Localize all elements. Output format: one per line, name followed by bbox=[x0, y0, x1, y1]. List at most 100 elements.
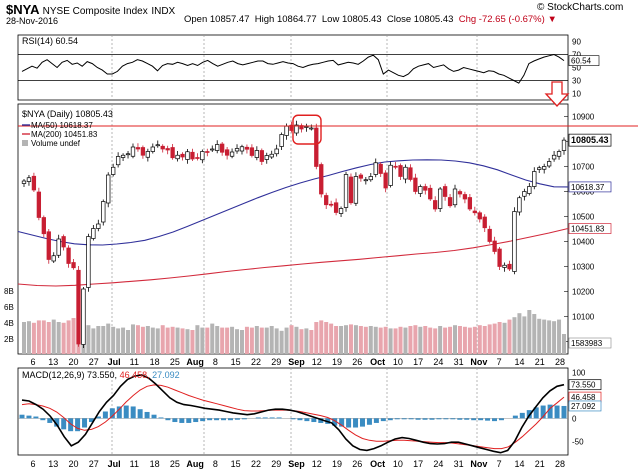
volume-bar bbox=[180, 328, 185, 354]
candle-body bbox=[249, 147, 255, 156]
candle-body bbox=[51, 255, 56, 262]
volume-bar bbox=[101, 326, 106, 354]
volume-bar bbox=[433, 328, 438, 354]
x-tick-label-mid: 27 bbox=[89, 357, 99, 367]
x-tick-label-mid: 31 bbox=[454, 357, 464, 367]
x-tick-label-bottom: 26 bbox=[352, 459, 362, 469]
volume-bar bbox=[482, 326, 487, 354]
candle-body bbox=[71, 262, 76, 269]
price-tick-label: 10300 bbox=[572, 263, 595, 272]
macd-histogram-bar bbox=[95, 416, 101, 419]
macd-tick-label: 0 bbox=[572, 414, 577, 423]
macd-histogram-bar bbox=[68, 418, 74, 432]
x-tick-label-mid: Nov bbox=[470, 357, 487, 367]
candle-body bbox=[428, 187, 433, 200]
volume-bar bbox=[368, 326, 373, 354]
volume-bar bbox=[527, 310, 532, 354]
candle-body bbox=[185, 151, 190, 160]
candle-body bbox=[26, 177, 32, 182]
candle-body bbox=[353, 176, 359, 204]
volume-bar bbox=[423, 326, 428, 354]
volume-bar bbox=[22, 322, 26, 354]
macd-tick-label: -50 bbox=[572, 437, 584, 446]
x-tick-label-bottom: 18 bbox=[150, 459, 160, 469]
volume-bar bbox=[428, 327, 433, 354]
rsi-tick-label: 70 bbox=[572, 51, 581, 60]
volume-bar bbox=[61, 322, 66, 354]
price-panel-frame bbox=[17, 103, 569, 355]
candle-body bbox=[343, 174, 349, 208]
price-tick-label: 10200 bbox=[572, 288, 595, 297]
volume-bar bbox=[353, 325, 358, 354]
price-tick-label: 10700 bbox=[572, 163, 595, 172]
candle-body bbox=[91, 228, 96, 239]
candle-body bbox=[224, 149, 230, 156]
x-tick-label-mid: 8 bbox=[213, 357, 218, 367]
macd-histogram-bar bbox=[207, 418, 213, 421]
candle-body bbox=[537, 167, 542, 170]
volume-tick-label: 4B bbox=[4, 319, 14, 328]
volume-bar bbox=[185, 329, 190, 354]
x-tick-label-mid: 20 bbox=[69, 357, 79, 367]
volume-bar bbox=[472, 326, 477, 354]
last-price-box bbox=[568, 133, 612, 147]
macd-histogram-bar bbox=[415, 418, 421, 420]
candle-body bbox=[561, 139, 567, 151]
x-tick-label-mid: 10 bbox=[393, 357, 403, 367]
macd-histogram-bar bbox=[221, 418, 227, 421]
candle-body bbox=[101, 201, 106, 223]
volume-bar bbox=[507, 319, 512, 354]
x-tick-label-bottom: 22 bbox=[251, 459, 261, 469]
volume-bar bbox=[126, 330, 131, 354]
macd-histogram-bar bbox=[492, 418, 498, 422]
macd-histogram-bar bbox=[450, 418, 456, 420]
macd-histogram-bar bbox=[47, 418, 53, 423]
volume-bar bbox=[215, 326, 220, 354]
candle-body bbox=[175, 154, 180, 160]
candle-body bbox=[41, 217, 46, 235]
macd-histogram-bar bbox=[88, 418, 94, 423]
volume-bar bbox=[264, 327, 269, 354]
candle-body bbox=[368, 176, 373, 181]
volume-bar bbox=[116, 328, 121, 354]
volume-bar bbox=[56, 322, 61, 354]
volume-bar bbox=[373, 326, 378, 354]
macd-histogram-bar bbox=[353, 418, 359, 428]
volume-bar bbox=[239, 330, 244, 354]
volume-bar bbox=[378, 327, 383, 354]
macd-histogram-bar bbox=[318, 418, 324, 423]
volume-bar bbox=[403, 327, 408, 354]
candle-body bbox=[294, 124, 299, 134]
macd-histogram-bar bbox=[19, 414, 25, 419]
volume-bar bbox=[71, 318, 76, 354]
x-tick-label-bottom: 27 bbox=[89, 459, 99, 469]
candle-body bbox=[56, 238, 61, 256]
candle-body bbox=[517, 197, 522, 213]
macd-value-inline: 73.550, bbox=[87, 370, 120, 380]
macd-histogram-bar bbox=[61, 418, 67, 430]
volume-bar bbox=[453, 325, 458, 354]
x-tick-label-mid: 19 bbox=[332, 357, 342, 367]
macd-histogram-bar bbox=[436, 418, 442, 420]
macd-histogram-bar bbox=[179, 418, 185, 423]
x-tick-label-mid: Aug bbox=[186, 357, 204, 367]
candle-body bbox=[487, 228, 492, 242]
volume-bar bbox=[254, 326, 259, 354]
candle-body bbox=[264, 155, 269, 160]
candle-body bbox=[363, 179, 368, 182]
x-tick-label-bottom: 11 bbox=[130, 459, 139, 469]
macd-histogram-bar bbox=[457, 418, 463, 420]
candle-body bbox=[527, 186, 532, 194]
candle-body bbox=[274, 148, 279, 155]
macd-histogram-bar bbox=[102, 411, 108, 419]
macd-line bbox=[21, 374, 565, 454]
candle-body bbox=[457, 191, 463, 195]
candle-body bbox=[502, 264, 507, 268]
ma50-value-label: 10618.37 bbox=[571, 183, 605, 192]
candle-body bbox=[472, 210, 477, 214]
macd-title: MACD(12,26,9) 73.550, 46.458, 27.092 bbox=[22, 370, 180, 380]
candle-body bbox=[61, 236, 66, 248]
price-tick-label: 10900 bbox=[572, 113, 595, 122]
volume-bar bbox=[358, 326, 363, 354]
